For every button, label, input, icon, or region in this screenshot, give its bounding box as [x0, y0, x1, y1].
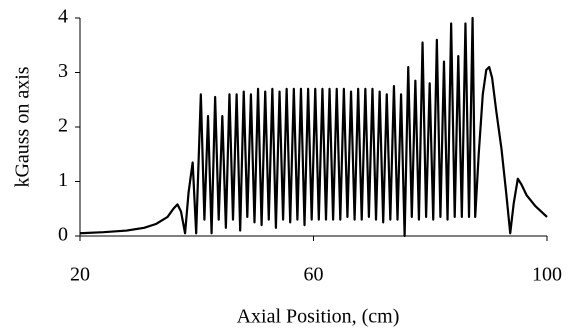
x-axis-label: Axial Position, (cm) [237, 306, 400, 328]
data-line [79, 16, 548, 238]
y-axis-label: kGauss on axis [12, 66, 34, 187]
y-tick-label: 3 [58, 60, 68, 82]
x-tick-label: 20 [70, 264, 90, 286]
y-tick-label: 2 [58, 115, 68, 137]
x-tick-label: 60 [304, 264, 324, 286]
x-tick-label: 100 [532, 264, 562, 286]
y-tick-label: 0 [58, 224, 68, 246]
y-tick-label: 1 [58, 169, 68, 191]
y-tick-label: 4 [58, 6, 68, 28]
